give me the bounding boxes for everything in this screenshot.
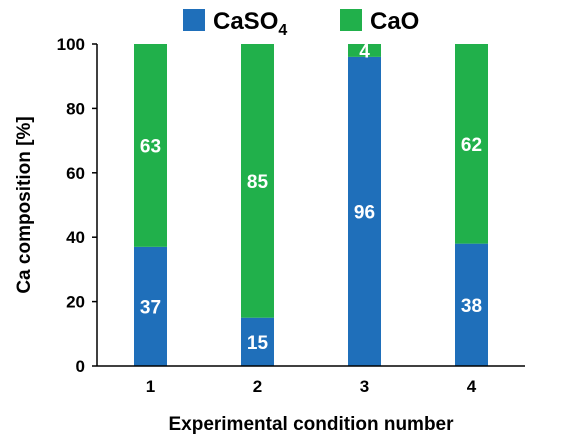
legend-swatch-caso4 — [183, 9, 205, 31]
legend: CaSO4 CaO — [183, 8, 419, 39]
bar-caso4-4 — [455, 243, 488, 366]
x-tick-label-2: 2 — [253, 377, 262, 396]
y-tick-label-0: 0 — [76, 357, 85, 376]
data-label-caso4-4: 38 — [461, 296, 482, 317]
x-tick-label-3: 3 — [360, 377, 369, 396]
data-label-cao-1: 63 — [140, 136, 161, 157]
bar-caso4-2 — [241, 317, 274, 366]
legend-label-cao: CaO — [370, 8, 419, 35]
data-label-caso4-3: 96 — [354, 202, 375, 223]
bar-cao-2 — [241, 44, 274, 318]
data-label-caso4-1: 37 — [140, 297, 161, 318]
bar-caso4-3 — [348, 56, 381, 366]
legend-swatch-cao — [340, 9, 362, 31]
y-tick-label-80: 80 — [66, 99, 85, 118]
x-axis-title: Experimental condition number — [168, 414, 454, 435]
y-axis-title: Ca composition [%] — [14, 116, 35, 293]
data-label-caso4-2: 15 — [247, 333, 269, 354]
bar-cao-3 — [348, 44, 381, 57]
bar-caso4-1 — [134, 246, 167, 366]
bar-cao-1 — [134, 44, 167, 247]
x-tick-label-4: 4 — [467, 377, 477, 396]
data-label-cao-2: 85 — [247, 172, 269, 193]
y-tick-label-60: 60 — [66, 164, 85, 183]
data-label-cao-4: 62 — [461, 135, 482, 156]
axes: 0 20 40 60 80 100 1 2 3 4 — [57, 35, 525, 396]
y-tick-label-20: 20 — [66, 293, 85, 312]
y-tick-label-100: 100 — [57, 35, 85, 54]
y-tick-label-40: 40 — [66, 228, 85, 247]
bars — [134, 44, 488, 366]
bar-cao-4 — [455, 44, 488, 244]
bar-labels: 37 63 15 85 96 4 38 62 — [140, 41, 482, 353]
legend-label-caso4: CaSO4 — [213, 8, 287, 39]
x-tick-label-1: 1 — [146, 377, 155, 396]
data-label-cao-3: 4 — [359, 41, 370, 62]
